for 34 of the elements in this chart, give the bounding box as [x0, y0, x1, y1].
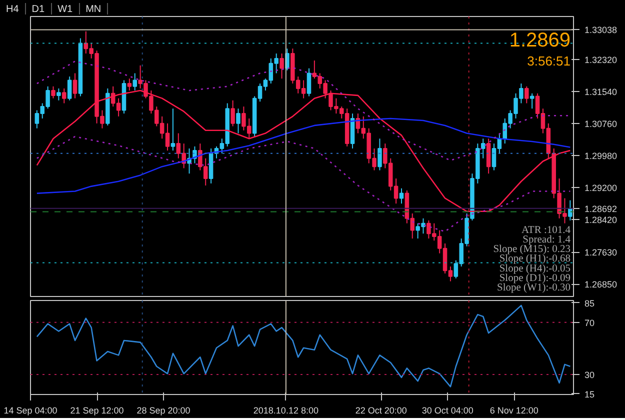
text: MN — [80, 3, 108, 16]
annotation: Spread: 1.4 — [522, 234, 572, 246]
annotation: 1.2869 — [509, 30, 570, 52]
x-tick-label: 14 Sep 04:00 — [4, 406, 58, 416]
y-tick-label: 70 — [584, 318, 595, 328]
y-tick-label: 15 — [584, 389, 595, 400]
y-tick-label: 1.29980 — [584, 150, 618, 161]
annotation: ATR :101.4 — [521, 224, 572, 236]
x-tick-label: 22 Oct 20:00 — [355, 406, 407, 416]
y-tick-label: 1.29200 — [584, 183, 618, 194]
annotation: Slope (H1):-0.68 — [499, 254, 571, 265]
y-tick-label: 1.28692 — [584, 204, 618, 214]
x-tick-label: 28 Sep 20:00 — [136, 406, 190, 416]
y-tick-label: 1.32320 — [584, 54, 618, 65]
annotation: Slope (W1):-0.30 — [497, 282, 571, 294]
y-tick-label: 30 — [584, 370, 595, 380]
y-tick-label: 1.33038 — [584, 25, 618, 36]
x-tick-label: 6 Nov 12:00 — [490, 406, 538, 416]
y-tick-label: 1.28420 — [584, 215, 618, 226]
y-tick-label: 1.27630 — [584, 248, 618, 258]
x-tick-label: 21 Sep 12:00 — [70, 406, 124, 416]
ref-line-label: 2018.10.12 8:00 — [253, 406, 318, 416]
y-tick-label: 85 — [584, 298, 595, 308]
text: H4 — [0, 3, 26, 16]
annotation: Slope (D1):-0.09 — [499, 272, 571, 284]
annotation: Slope (M15): 0.23 — [493, 244, 571, 256]
annotation: Slope (H4):-0.05 — [499, 263, 571, 274]
y-tick-label: 1.31540 — [584, 86, 618, 97]
text: W1 — [52, 3, 80, 16]
y-tick-label: 1.26850 — [584, 280, 618, 290]
text: D1 — [26, 3, 52, 16]
annotation: 3:56:51 — [527, 54, 570, 68]
x-tick-label: 30 Oct 04:00 — [422, 406, 474, 416]
y-tick-label: 1.30760 — [584, 118, 618, 129]
